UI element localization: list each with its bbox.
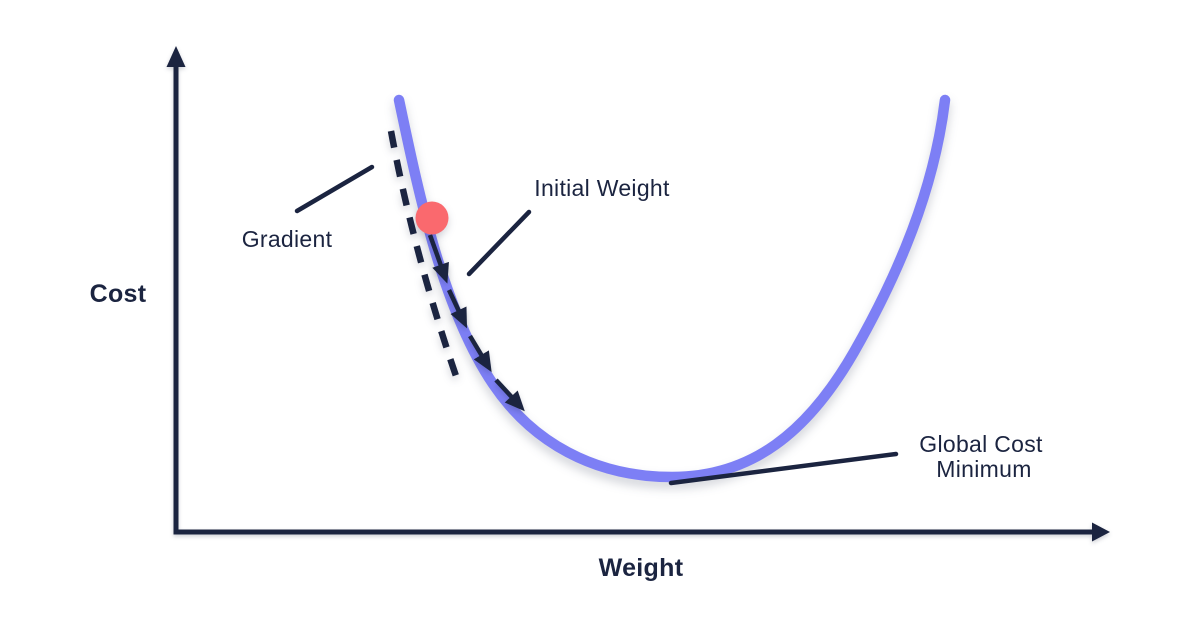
descent-arrow-1-icon	[427, 234, 449, 284]
descent-step-arrows	[427, 234, 525, 412]
axes	[166, 46, 1110, 542]
y-axis-label: Cost	[90, 280, 147, 308]
gradient-leader-line	[294, 164, 375, 214]
gradient-label: Gradient	[242, 226, 333, 252]
initial-weight-leader-line	[466, 209, 532, 277]
x-axis-arrowhead-icon	[1092, 522, 1110, 542]
x-axis-label: Weight	[599, 554, 684, 582]
global-minimum-leader-line	[668, 451, 899, 486]
cost-curve	[393, 94, 951, 483]
initial-weight-label: Initial Weight	[534, 175, 670, 201]
global-minimum-label-line1: Global Cost	[919, 431, 1043, 457]
descent-arrow-3-icon	[468, 334, 492, 373]
gradient-tangent-dashed-line	[387, 130, 460, 378]
descent-arrow-2-icon	[446, 289, 468, 329]
y-axis-arrowhead-icon	[166, 46, 186, 67]
descent-arrow-4-icon	[494, 378, 525, 412]
global-minimum-label: Global Cost Minimum	[919, 431, 1043, 482]
global-minimum-label-line2: Minimum	[936, 456, 1031, 482]
initial-weight-dot	[415, 201, 449, 235]
